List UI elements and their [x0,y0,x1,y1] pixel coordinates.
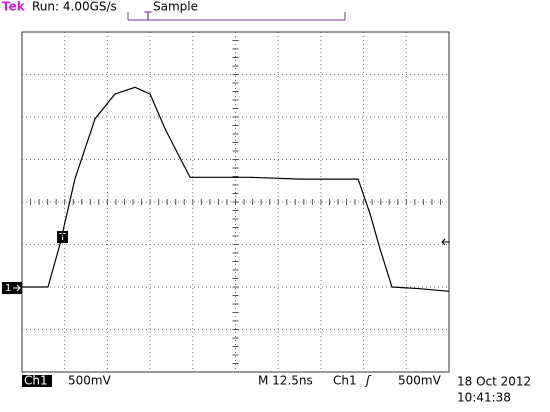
trig-slope: ʃ [364,374,372,388]
trigger-point-box [57,231,68,243]
time: 10:41:38 [457,391,511,405]
run-status: Run: 4.00GS/s [32,0,117,14]
channel-box [22,375,52,387]
trig-channel: Ch1 [333,374,357,388]
time-div: M 12.5ns [258,374,313,388]
volts-div: 500mV [68,374,112,388]
trig-level: 500mV [398,374,442,388]
trigger-position: T [143,10,152,24]
screen-border [21,31,450,373]
brand: Tek [2,0,26,14]
graticule [22,32,449,372]
waveform [22,86,450,292]
date: 18 Oct 2012 [457,375,531,389]
channel-marker: 1 [5,283,11,294]
record-bracket [127,12,346,21]
trigger-point: T [58,232,66,243]
channel: Ch1 [24,374,48,388]
trigger-level-arrow [441,238,450,246]
acq-mode: Sample [153,0,198,14]
channel-arrow [13,284,21,292]
